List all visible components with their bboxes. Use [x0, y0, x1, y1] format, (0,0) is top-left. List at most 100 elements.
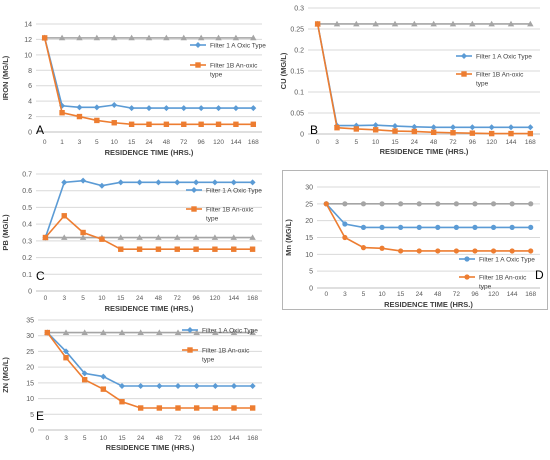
- x-axis-title: RESIDENCE TIME (HRS.): [384, 300, 473, 309]
- series-reference: [314, 20, 534, 27]
- chart-svg: 0 5 10 15 20 25 30 0 3 5 10 15 24 48 72 96 120 144 168 RESI…: [284, 185, 544, 310]
- data-point: [508, 130, 514, 137]
- x-tick-label: 15: [117, 295, 125, 302]
- y-tick-label: 25: [305, 201, 313, 208]
- data-point: [137, 383, 144, 389]
- y-tick-label: 0.4: [22, 222, 32, 229]
- y-axis-title: ZN (MG/L): [1, 357, 10, 393]
- legend-label-line-2: type: [210, 72, 223, 79]
- x-tick-label: 120: [486, 139, 497, 146]
- data-point: [163, 34, 170, 41]
- data-point: [136, 234, 143, 240]
- data-point: [490, 224, 497, 230]
- data-point: [80, 177, 87, 184]
- data-point: [63, 348, 69, 355]
- x-tick-label: 48: [163, 139, 171, 146]
- data-point: [430, 124, 437, 131]
- data-point: [119, 383, 125, 389]
- legend-label: Filter 1 A Oxic Type: [479, 257, 535, 264]
- data-point: [193, 179, 200, 186]
- x-tick-label: 72: [180, 139, 188, 146]
- data-point: [61, 234, 68, 240]
- data-point: [212, 383, 219, 389]
- y-tick-label: 20: [305, 218, 313, 225]
- data-point: [155, 246, 162, 252]
- data-point: [136, 246, 143, 252]
- data-point: [379, 245, 385, 251]
- data-point: [342, 221, 348, 227]
- data-point: [193, 383, 200, 389]
- data-point: [100, 373, 107, 380]
- legend-label-line-1: Filter 1B An-oxic: [202, 348, 250, 355]
- data-point: [62, 329, 70, 335]
- series-filter-1b-an-oxic-type: [42, 213, 256, 252]
- legend-entry: Filter 1 A Oxic Type: [186, 187, 262, 195]
- data-point: [215, 105, 222, 112]
- data-point: [450, 124, 456, 131]
- data-point: [118, 246, 124, 252]
- x-tick-label: 24: [411, 139, 419, 146]
- x-tick-label: 144: [230, 139, 241, 146]
- data-point: [472, 248, 478, 254]
- x-tick-label: 48: [430, 139, 438, 146]
- x-tick-label: 3: [62, 295, 66, 302]
- data-point: [323, 201, 329, 207]
- x-tick-label: 168: [525, 139, 536, 146]
- data-point: [430, 20, 437, 27]
- data-point: [392, 128, 398, 134]
- legend-label-line-2: type: [202, 357, 215, 364]
- y-tick-label: 10: [26, 396, 34, 403]
- x-tick-label: 3: [335, 139, 339, 146]
- x-tick-label: 96: [193, 435, 201, 442]
- data-point: [163, 121, 170, 127]
- data-point: [212, 405, 219, 411]
- data-point: [469, 130, 476, 136]
- x-tick-label: 144: [228, 295, 239, 302]
- data-point: [488, 130, 495, 137]
- series-filter-1b-an-oxic-type: [41, 35, 257, 127]
- legend-label: Filter 1 A Oxic Type: [210, 43, 266, 50]
- data-point: [488, 20, 495, 27]
- data-point: [212, 246, 218, 252]
- legend-entry: Filter 1 A Oxic Type: [182, 327, 258, 335]
- data-point: [198, 121, 204, 127]
- y-tick-label: 0: [300, 132, 304, 139]
- y-tick-label: 0.3: [294, 6, 304, 13]
- data-point: [155, 234, 162, 240]
- legend-marker: [187, 327, 193, 333]
- data-point: [156, 383, 163, 389]
- x-tick-label: 144: [507, 291, 518, 298]
- data-point: [231, 383, 237, 389]
- legend-marker: [461, 71, 467, 77]
- legend-label: Filter 1B An-oxic type: [210, 63, 258, 79]
- data-point: [193, 246, 199, 252]
- data-point: [398, 248, 404, 254]
- panel-letter: B: [310, 123, 318, 137]
- x-tick-label: 96: [469, 139, 477, 146]
- x-tick-label: 10: [111, 139, 119, 146]
- x-tick-label: 3: [343, 291, 347, 298]
- series-reference: [323, 201, 534, 207]
- legend-entry: Filter 1 A Oxic Type: [459, 256, 535, 264]
- y-tick-label: 20: [26, 365, 34, 372]
- data-point: [137, 405, 144, 411]
- data-point: [342, 201, 348, 207]
- panel-letter: D: [535, 268, 544, 282]
- data-point: [111, 34, 118, 41]
- y-tick-label: 0.5: [22, 205, 32, 212]
- data-point: [215, 121, 222, 127]
- y-tick-label: 0: [28, 130, 32, 137]
- series-filter-1b-an-oxic-type: [44, 329, 256, 411]
- chart-svg: 0 0.1 0.2 0.3 0.4 0.5 0.6 0.7 0 3 5 10 15 24 48 72 96 120…: [1, 172, 262, 314]
- x-tick-label: 0: [43, 139, 47, 146]
- legend-entry: Filter 1B An-oxic type: [190, 62, 258, 79]
- y-tick-label: 0.1: [22, 272, 32, 279]
- x-tick-label: 0: [46, 435, 50, 442]
- data-point: [174, 246, 180, 252]
- data-point: [41, 35, 48, 41]
- series-reference: [41, 34, 257, 41]
- data-point: [372, 127, 379, 133]
- x-tick-label: 15: [128, 139, 136, 146]
- data-point: [80, 229, 86, 236]
